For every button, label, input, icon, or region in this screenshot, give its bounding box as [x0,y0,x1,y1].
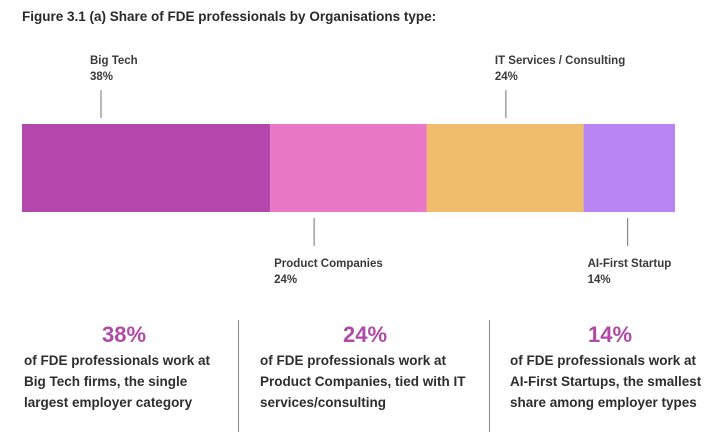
stat-value: 38% [101,322,147,347]
stat-description: of FDE professionals work at Product Com… [260,353,466,410]
category-label: IT Services / Consulting [495,55,625,67]
value-label: 24% [274,274,297,286]
stat-description: of FDE professionals work at AI-First St… [510,353,702,410]
category-label: Big Tech [90,55,138,67]
category-label: AI-First Startup [588,258,672,270]
value-label: 38% [90,71,113,83]
bar-segment-big-tech [22,124,271,212]
bar-segment-it-services-consulting [426,124,584,212]
value-label: 14% [588,274,611,286]
column-divider [489,320,490,432]
stat-description: of FDE professionals work at Big Tech fi… [24,353,211,410]
bar-segment-product-companies [270,124,427,212]
value-label: 24% [495,71,518,83]
figure-title: Figure 3.1 (a) Share of FDE professional… [22,9,437,24]
stat-big-tech: 38% of FDE professionals work at Big Tec… [24,322,224,413]
column-divider [238,320,239,432]
stat-ai-first-startup: 14% of FDE professionals work at AI-Firs… [510,322,710,413]
stacked-share-chart: Big Tech 38% Product Companies 24% IT Servic… [22,55,675,286]
stat-value: 14% [587,322,633,347]
stat-value: 24% [342,322,388,347]
stat-product-companies: 24% of FDE professionals work at Product… [260,322,470,413]
category-label: Product Companies [274,258,383,270]
bar-segment-ai-first-startup [583,124,675,212]
